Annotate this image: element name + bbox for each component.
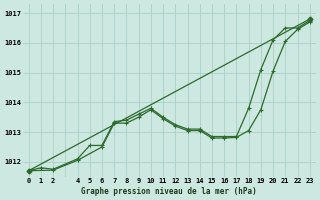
X-axis label: Graphe pression niveau de la mer (hPa): Graphe pression niveau de la mer (hPa)	[81, 187, 257, 196]
